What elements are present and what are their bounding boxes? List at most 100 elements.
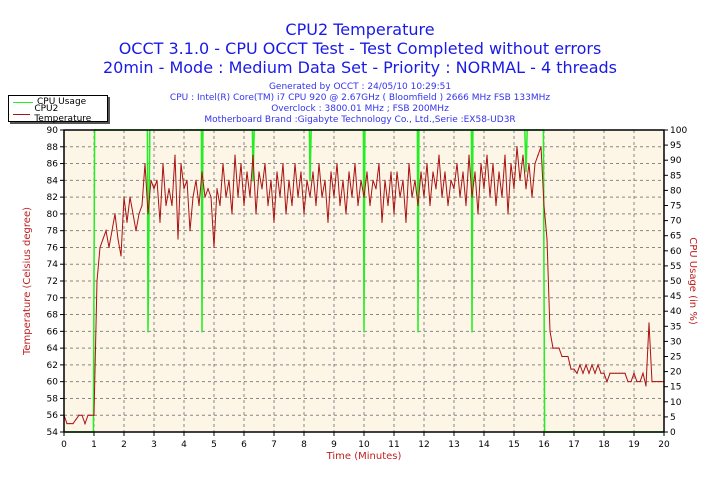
temperature-point [552,347,554,349]
temperature-point [627,381,629,383]
temperature-point [402,179,404,181]
temperature-point [426,162,428,165]
temperature-point [543,204,545,207]
temperature-point [186,179,188,181]
temperature-point [591,364,593,366]
temperature-point [267,204,269,207]
legend-item-cpu-usage: CPU Usage [9,96,107,108]
temperature-point [606,381,608,383]
temperature-point [201,171,203,173]
temperature-point [657,381,659,383]
y-tick-label: 72 [47,277,58,287]
temperature-point [579,364,581,366]
temperature-point [660,381,662,383]
y2-tick-label: 50 [670,277,682,287]
temperature-point [399,196,401,198]
x-tick-label: 9 [331,440,337,450]
temperature-point [189,230,191,232]
y2-tick-label: 30 [670,337,682,347]
temperature-point [264,162,266,165]
temperature-point [135,230,137,232]
temperature-point [351,196,353,198]
temperature-point [513,188,515,190]
temperature-point [99,246,101,249]
temperature-point [459,196,461,198]
x-tick-label: 3 [151,440,157,450]
temperature-point [432,171,434,173]
y2-axis-label: CPU Usage (in %) [687,237,698,325]
x-tick-label: 20 [658,440,670,450]
temperature-point [363,196,365,198]
x-axis-label: Time (Minutes) [326,451,402,462]
temperature-point [288,179,290,181]
temperature-point [501,196,503,198]
info-overclock: Overclock : 3800.01 MHz ; FSB 200MHz [271,104,449,114]
temperature-point [360,179,362,181]
temperature-point [624,372,626,374]
temperature-point [438,154,440,156]
temperature-point [237,196,239,198]
temperature-point [117,238,119,240]
temperature-point [615,372,617,374]
temperature-point [72,423,74,425]
temperature-point [519,179,521,181]
temperature-point [162,162,164,165]
y-tick-label: 68 [47,311,59,321]
temperature-point [93,414,95,416]
x-tick-label: 15 [508,440,519,450]
temperature-point [600,372,602,374]
chart-subtitle-test: OCCT 3.1.0 - CPU OCCT Test - Test Comple… [118,39,602,58]
legend: CPU Usage CPU2 Temperature [8,95,108,124]
temperature-point [222,162,224,165]
temperature-point [444,171,446,173]
temperature-point [315,204,317,207]
legend-label: CPU2 Temperature [34,104,92,124]
temperature-point [633,372,635,374]
temperature-point [327,221,329,223]
y-tick-label: 78 [47,227,59,237]
temperature-point [468,154,470,156]
temperature-point [168,188,170,190]
temperature-point [510,162,512,165]
temperature-point [372,179,374,181]
temperature-point [648,322,650,324]
temperature-point [90,414,92,416]
temperature-point [108,246,110,249]
legend-label: CPU Usage [37,97,87,107]
temperature-point [588,372,590,374]
y2-tick-label: 90 [670,156,682,166]
temperature-point [243,204,245,207]
temperature-point [213,246,215,249]
temperature-point [285,213,287,215]
temperature-point [348,171,350,173]
temperature-point [375,188,377,190]
temperature-point [87,414,89,416]
temperature-point [144,162,146,165]
legend-item-temperature: CPU2 Temperature [9,104,107,124]
y2-tick-label: 80 [670,186,682,196]
temperature-point [471,196,473,198]
temperature-point [465,204,467,207]
temperature-point [378,162,380,165]
x-tick-label: 12 [418,440,429,450]
temperature-point [489,196,491,198]
temperature-point [312,171,314,173]
temperature-point [594,372,596,374]
x-tick-label: 19 [628,440,640,450]
temperature-point [357,204,359,207]
y2-tick-label: 15 [670,383,681,393]
y-tick-label: 56 [47,411,59,421]
y-tick-label: 90 [47,126,59,136]
temperature-point [258,171,260,173]
temperature-point [597,364,599,366]
temperature-point [207,188,209,190]
temperature-point [420,171,422,173]
temperature-point [447,204,449,207]
temperature-point [192,196,194,198]
temperature-point [105,230,107,232]
temperature-point [252,154,254,156]
temperature-point [210,196,212,198]
temperature-point [126,221,128,223]
temperature-point [645,385,647,387]
temperature-point [261,188,263,190]
